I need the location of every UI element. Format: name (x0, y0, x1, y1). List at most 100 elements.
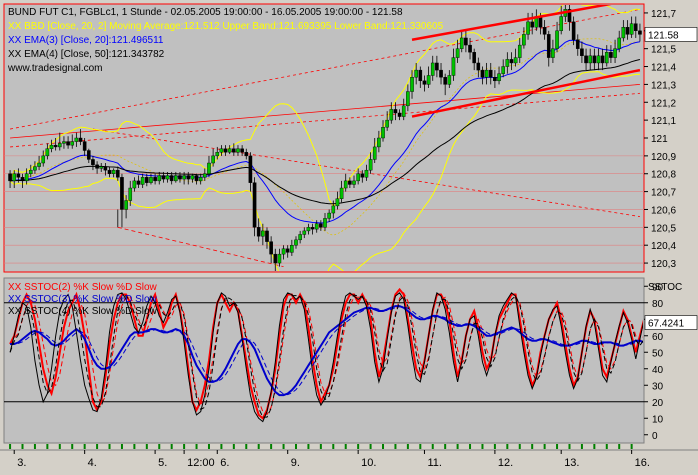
candle-body (397, 112, 402, 117)
candle-body (596, 55, 601, 64)
session-tick (357, 444, 360, 449)
candle-body (95, 164, 99, 169)
candle-body (215, 152, 220, 157)
session-tick (108, 444, 111, 449)
x-tick-label: 5. (158, 457, 167, 469)
price-y-tick-label: 120,6 (651, 205, 676, 216)
price-y-tick-label: 121,4 (651, 63, 676, 74)
session-tick (21, 444, 24, 449)
candle-body (567, 9, 572, 23)
candle-body (203, 173, 207, 178)
price-y-tick-label: 120,4 (651, 241, 676, 252)
candle-body (372, 146, 377, 160)
candle-body (327, 212, 331, 219)
price-legend-4: www.tradesignal.com (7, 63, 102, 74)
session-tick (406, 444, 409, 449)
price-y-tick-label: 121,2 (651, 98, 676, 109)
price-y-tick-label: 120,5 (651, 223, 676, 234)
price-y-tick-label: 120,3 (651, 259, 676, 270)
candle-body (12, 173, 17, 182)
x-tick-label: 13. (564, 457, 579, 469)
candle-body (360, 173, 365, 178)
session-tick (232, 444, 235, 449)
candle-body (211, 155, 215, 164)
candle-body (592, 55, 597, 64)
x-tick-label: 4. (88, 457, 97, 469)
price-legend-3: XX EMA(4) [Close, 50]:121.343782 (8, 49, 165, 60)
session-tick (120, 444, 123, 449)
candle-body (451, 57, 456, 76)
session-tick (580, 444, 583, 449)
candle-body (323, 218, 327, 228)
candle-body (497, 73, 501, 82)
x-tick-label: 11. (427, 457, 441, 469)
session-tick (270, 444, 273, 449)
session-tick (630, 444, 633, 449)
candle-body (600, 55, 605, 64)
candle-body (145, 177, 149, 183)
session-tick (518, 444, 521, 449)
candle-body (261, 230, 265, 237)
trend-dash-upper (9, 8, 641, 130)
candle-body (33, 166, 37, 171)
candle-body (430, 62, 435, 76)
candle-body (16, 173, 21, 178)
candle-body (356, 173, 360, 182)
candle-body (638, 30, 642, 35)
candle-body (335, 198, 340, 207)
candle-body (343, 180, 348, 189)
candle-body (269, 241, 273, 255)
candle-body (505, 59, 510, 67)
candle-body (389, 109, 394, 121)
candle-body (476, 62, 481, 71)
channel-upper-line (411, 5, 612, 41)
candle-body (633, 23, 638, 32)
candle-body (248, 155, 253, 183)
x-axis-bar (0, 450, 698, 470)
candle-body (559, 16, 563, 31)
candle-body (522, 34, 526, 46)
session-tick (344, 444, 347, 449)
candle-body (501, 66, 505, 74)
candle-body (575, 39, 580, 49)
candle-body (319, 223, 323, 228)
session-tick (96, 444, 99, 449)
candle-body (41, 155, 46, 164)
candle-body (513, 57, 518, 64)
candle-body (439, 69, 443, 78)
session-tick (444, 444, 447, 449)
candle-body (265, 230, 269, 242)
candle-body (493, 77, 497, 82)
price-legend-1: XX BBD [Close, 20, 2] Moving Average:121… (8, 21, 444, 32)
candle-body (107, 169, 112, 174)
candle-body (629, 23, 634, 35)
candle-body (136, 180, 141, 185)
candle-body (459, 37, 464, 49)
session-tick (33, 444, 36, 449)
session-tick (307, 444, 310, 449)
bollinger-mid (9, 38, 640, 236)
candle-body (182, 175, 186, 180)
price-y-tick-label: 121,7 (651, 9, 676, 20)
stoch-y-tick-label: 0 (652, 431, 658, 442)
session-tick (145, 444, 148, 449)
candle-body (8, 173, 12, 182)
candle-body (613, 48, 617, 58)
stoch-k-line-2 (9, 292, 643, 423)
candle-body (277, 253, 282, 264)
x-tick-label: 6. (220, 457, 229, 469)
session-tick (593, 444, 596, 449)
session-tick (605, 444, 608, 449)
stoch-y-tick-label: 80 (652, 299, 664, 310)
price-y-tick-label: 121,3 (651, 80, 676, 91)
candle-body (588, 55, 593, 64)
session-tick (469, 444, 472, 449)
candle-body (604, 52, 609, 64)
candle-body (20, 177, 25, 182)
session-tick (382, 444, 385, 449)
session-tick (319, 444, 322, 449)
candle-body (103, 166, 108, 171)
candle-body (348, 180, 352, 185)
candle-body (87, 150, 91, 160)
x-tick-label: 16. (635, 457, 650, 469)
